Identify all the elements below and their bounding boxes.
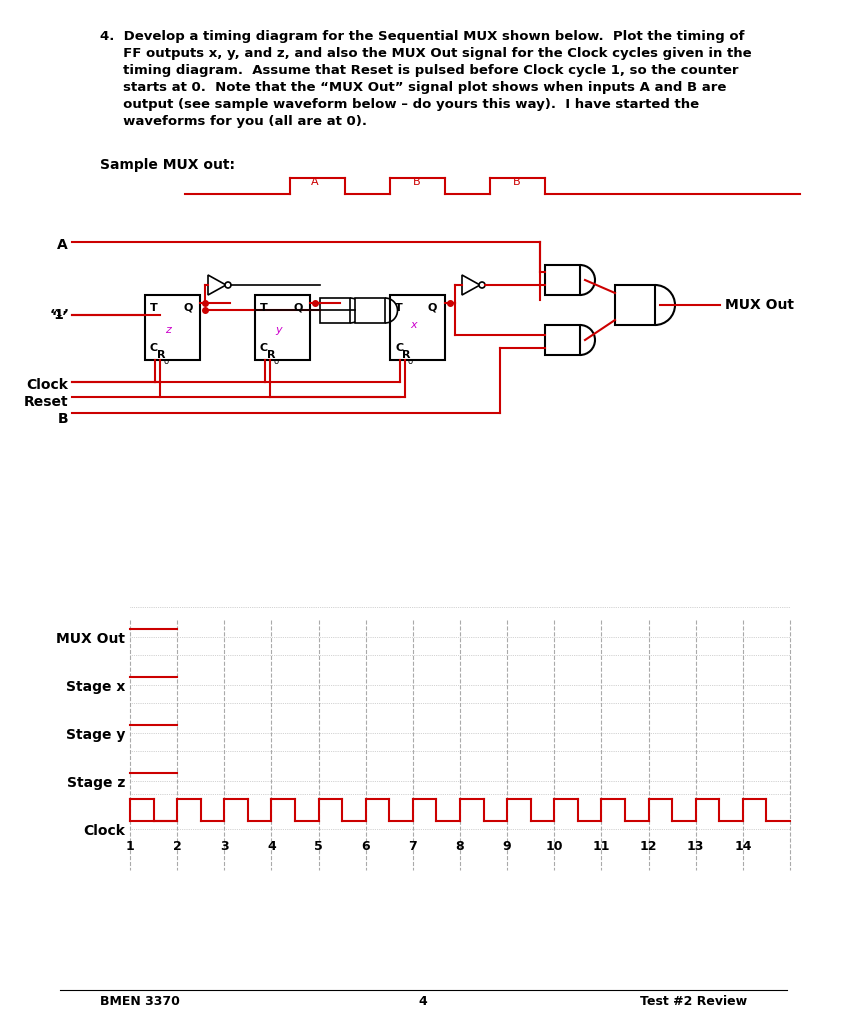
- Text: B: B: [513, 177, 521, 187]
- Text: 1: 1: [125, 840, 135, 853]
- Text: Test #2 Review: Test #2 Review: [639, 995, 747, 1008]
- Text: 8: 8: [456, 840, 464, 853]
- Text: 14: 14: [734, 840, 751, 853]
- Text: FF outputs x, y, and z, and also the MUX Out signal for the Clock cycles given i: FF outputs x, y, and z, and also the MUX…: [100, 47, 751, 60]
- Text: 7: 7: [408, 840, 418, 853]
- Text: C: C: [150, 343, 158, 353]
- Text: 10: 10: [545, 840, 563, 853]
- Text: 9: 9: [503, 840, 512, 853]
- Bar: [390, 295, 445, 360]
- Text: starts at 0.  Note that the “MUX Out” signal plot shows when inputs A and B are: starts at 0. Note that the “MUX Out” sig…: [100, 81, 727, 94]
- Text: output (see sample waveform below – do yours this way).  I have started the: output (see sample waveform below – do y…: [100, 98, 699, 111]
- Text: waveforms for you (all are at 0).: waveforms for you (all are at 0).: [100, 115, 367, 128]
- Text: o: o: [273, 357, 278, 366]
- Bar: [320, 298, 350, 323]
- Text: o: o: [163, 357, 168, 366]
- Text: 5: 5: [314, 840, 323, 853]
- Text: ‘¹’: ‘¹’: [52, 310, 68, 324]
- Text: 4.  Develop a timing diagram for the Sequential MUX shown below.  Plot the timin: 4. Develop a timing diagram for the Sequ…: [100, 30, 745, 43]
- Text: MUX Out: MUX Out: [56, 632, 125, 646]
- Text: Clock: Clock: [83, 824, 125, 838]
- Bar: [355, 298, 385, 323]
- Text: 4: 4: [267, 840, 276, 853]
- Text: A: A: [58, 238, 68, 252]
- Text: Sample MUX out:: Sample MUX out:: [100, 158, 235, 172]
- Text: 2: 2: [173, 840, 181, 853]
- Text: A: A: [311, 177, 318, 187]
- Text: ‘1’: ‘1’: [50, 308, 70, 322]
- Text: Stage z: Stage z: [67, 776, 125, 790]
- Text: x: x: [410, 319, 417, 330]
- Text: MUX Out: MUX Out: [725, 298, 794, 312]
- Text: o: o: [408, 357, 413, 366]
- Text: BMEN 3370: BMEN 3370: [100, 995, 180, 1008]
- Text: Stage x: Stage x: [65, 680, 125, 694]
- Text: y: y: [275, 325, 281, 335]
- Bar: [545, 265, 580, 295]
- Text: R: R: [267, 350, 275, 360]
- Text: 4: 4: [418, 995, 428, 1008]
- Polygon shape: [462, 275, 480, 295]
- Text: C: C: [395, 343, 403, 353]
- Circle shape: [479, 282, 485, 288]
- Text: 3: 3: [220, 840, 229, 853]
- Text: timing diagram.  Assume that Reset is pulsed before Clock cycle 1, so the counte: timing diagram. Assume that Reset is pul…: [100, 63, 739, 77]
- Bar: [545, 325, 580, 355]
- Circle shape: [225, 282, 231, 288]
- Text: C: C: [260, 343, 268, 353]
- Text: 11: 11: [593, 840, 610, 853]
- Text: Q: Q: [428, 303, 437, 313]
- Text: z: z: [165, 325, 171, 335]
- Bar: [145, 295, 200, 360]
- Text: Q: Q: [183, 303, 192, 313]
- Text: R: R: [402, 350, 411, 360]
- Text: B: B: [413, 177, 421, 187]
- Text: Reset: Reset: [24, 395, 68, 409]
- Bar: [615, 285, 655, 325]
- Text: 13: 13: [687, 840, 705, 853]
- Bar: [255, 295, 310, 360]
- Text: Q: Q: [293, 303, 302, 313]
- Text: B: B: [58, 412, 68, 426]
- Polygon shape: [208, 275, 226, 295]
- Text: 12: 12: [639, 840, 657, 853]
- Text: Stage y: Stage y: [65, 728, 125, 742]
- Text: 6: 6: [362, 840, 370, 853]
- Text: T: T: [150, 303, 158, 313]
- Text: T: T: [260, 303, 268, 313]
- Text: R: R: [157, 350, 165, 360]
- Text: T: T: [395, 303, 403, 313]
- Text: Clock: Clock: [26, 378, 68, 392]
